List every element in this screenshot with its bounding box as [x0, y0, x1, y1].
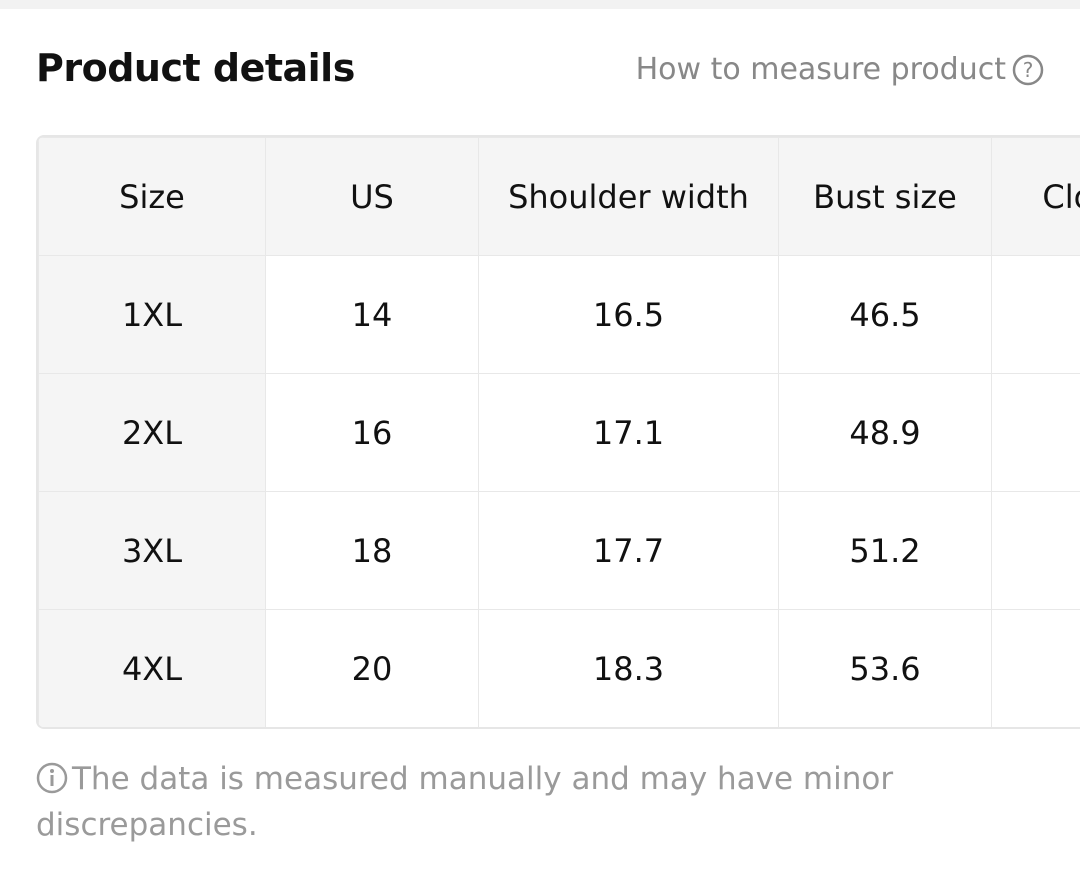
size-cell: 2XL	[38, 373, 266, 492]
table-row: 1XL 14 16.5 46.5	[38, 255, 1080, 374]
column-header: Bust size	[778, 137, 992, 256]
top-strip	[0, 0, 1080, 9]
column-header: Clothing length	[991, 137, 1080, 256]
table-cell: 17.1	[478, 373, 779, 492]
table-cell: 51.2	[778, 491, 992, 610]
table-cell: 53.6	[778, 609, 992, 727]
column-header: US	[265, 137, 479, 256]
table-cell	[991, 609, 1080, 727]
table-row: 3XL 18 17.7 51.2	[38, 491, 1080, 610]
table-cell: 18.3	[478, 609, 779, 727]
table-cell: 18	[265, 491, 479, 610]
section-title: Product details	[36, 46, 355, 90]
disclaimer: The data is measured manually and may ha…	[36, 756, 936, 848]
table-cell: 17.7	[478, 491, 779, 610]
note-text: The data is measured manually and may ha…	[36, 761, 894, 843]
measure-link[interactable]: How to measure product ?	[636, 52, 1044, 87]
table-cell: 16	[265, 373, 479, 492]
table-cell: 16.5	[478, 255, 779, 374]
table-cell: 20	[265, 609, 479, 727]
table-cell	[991, 491, 1080, 610]
table-cell: 14	[265, 255, 479, 374]
info-icon	[36, 762, 68, 794]
column-header: Shoulder width	[478, 137, 779, 256]
column-header: Size	[38, 137, 266, 256]
table-cell: 46.5	[778, 255, 992, 374]
size-cell: 1XL	[38, 255, 266, 374]
size-cell: 3XL	[38, 491, 266, 610]
size-cell: 4XL	[38, 609, 266, 727]
help-icon[interactable]: ?	[1012, 54, 1044, 86]
table-row: 4XL 20 18.3 53.6	[38, 609, 1080, 727]
link-text[interactable]: How to measure product	[635, 52, 1006, 87]
table-cell	[991, 255, 1080, 374]
table-cell	[991, 373, 1080, 492]
table-cell: 48.9	[778, 373, 992, 492]
svg-text:?: ?	[1023, 58, 1034, 82]
table-row: 2XL 16 17.1 48.9	[38, 373, 1080, 492]
